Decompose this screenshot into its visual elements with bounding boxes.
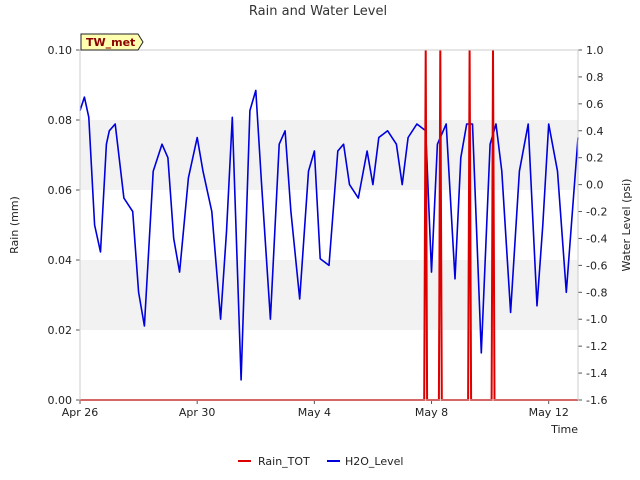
right-tick-label: 0.6	[586, 98, 604, 111]
left-axis-ticks: 0.00 0.02 0.04 0.06 0.08 0.10	[48, 44, 80, 407]
x-axis-label: Time	[550, 423, 578, 436]
left-tick-label: 0.04	[48, 254, 73, 267]
station-badge-label: TW_met	[86, 36, 135, 49]
x-tick-label: May 12	[529, 406, 569, 419]
right-tick-label: -0.8	[586, 286, 607, 299]
h2o-level-line	[79, 89, 579, 381]
legend: Rain_TOT H2O_Level	[238, 455, 403, 468]
left-tick-label: 0.00	[48, 394, 73, 407]
legend-label-h2o: H2O_Level	[345, 455, 403, 468]
station-badge-shape	[80, 33, 144, 51]
right-axis-ticks: -1.6 -1.4 -1.2 -1.0 -0.8 -0.6 -0.4 -0.2 0.0 0.2 0.…	[578, 44, 607, 407]
x-axis-ticks: Apr 26 Apr 30 May 4 May 8 May 12	[62, 400, 569, 419]
x-tick-label: Apr 26	[62, 406, 99, 419]
plot-area	[80, 50, 578, 400]
right-tick-label: 0.0	[586, 179, 604, 192]
right-tick-label: -0.2	[586, 206, 607, 219]
legend-label-rain: Rain_TOT	[258, 455, 310, 468]
x-tick-label: May 8	[415, 406, 448, 419]
right-tick-label: -1.2	[586, 340, 607, 353]
right-axis-label: Water Level (psi)	[620, 179, 633, 272]
right-tick-label: -0.6	[586, 259, 607, 272]
right-tick-label: -0.4	[586, 232, 607, 245]
right-tick-label: -1.4	[586, 367, 607, 380]
right-tick-label: 0.8	[586, 71, 604, 84]
plot-band	[80, 120, 578, 190]
left-tick-label: 0.02	[48, 324, 73, 337]
plot-background-bands	[80, 50, 578, 400]
left-tick-label: 0.06	[48, 184, 73, 197]
right-tick-label: 0.2	[586, 152, 604, 165]
plot-frame	[79, 49, 579, 401]
station-badge: TW_met	[80, 33, 144, 51]
left-tick-label: 0.08	[48, 114, 73, 127]
x-tick-label: Apr 30	[179, 406, 216, 419]
left-axis-label: Rain (mm)	[8, 196, 21, 254]
left-tick-label: 0.10	[48, 44, 73, 57]
right-tick-label: -1.6	[586, 394, 607, 407]
right-tick-label: 0.4	[586, 125, 604, 138]
right-tick-label: 1.0	[586, 44, 604, 57]
x-tick-label: May 4	[298, 406, 331, 419]
chart-title: Rain and Water Level	[249, 4, 387, 19]
plot-band	[80, 260, 578, 330]
right-tick-label: -1.0	[586, 313, 607, 326]
